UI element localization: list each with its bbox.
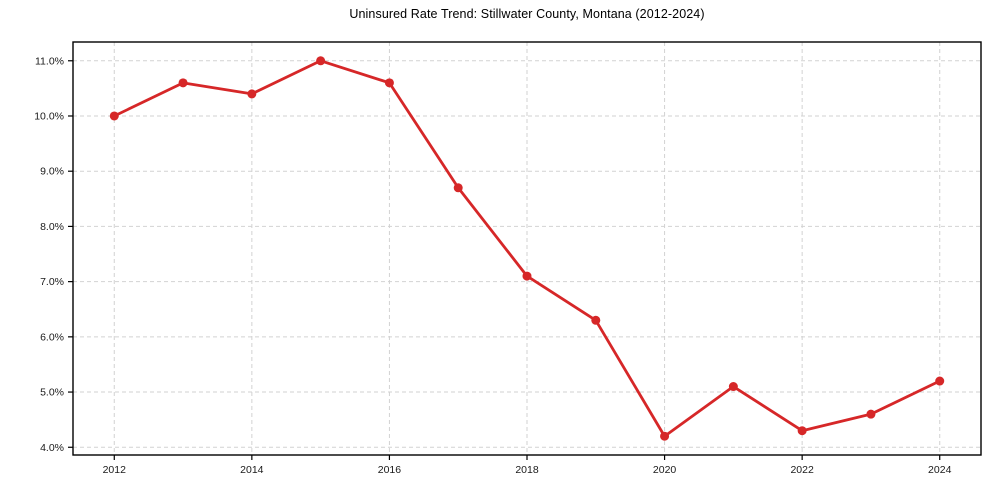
x-tick-label: 2020 (653, 464, 677, 476)
data-point-2016 (384, 78, 394, 88)
data-point-2022 (797, 426, 807, 436)
data-point-2019 (591, 315, 601, 325)
y-tick-label: 5.0% (40, 387, 64, 399)
y-tick-label: 4.0% (40, 442, 64, 454)
x-tick-label: 2018 (515, 464, 539, 476)
y-tick-label: 6.0% (40, 331, 64, 343)
x-tick-label: 2022 (790, 464, 814, 476)
x-tick-label: 2024 (928, 464, 952, 476)
y-tick-label: 9.0% (40, 166, 64, 178)
data-point-2018 (522, 271, 532, 281)
data-point-2013 (178, 78, 188, 88)
y-tick-label: 11.0% (35, 55, 64, 67)
data-point-2012 (109, 111, 119, 121)
x-tick-label: 2016 (378, 464, 402, 476)
chart-title: Uninsured Rate Trend: Stillwater County,… (349, 7, 705, 21)
y-tick-label: 7.0% (40, 276, 64, 288)
x-tick-label: 2012 (103, 464, 127, 476)
x-tick-label: 2014 (240, 464, 264, 476)
y-tick-label: 10.0% (34, 110, 64, 122)
data-point-2021 (728, 382, 738, 392)
data-point-2020 (660, 431, 670, 441)
data-point-2017 (453, 183, 463, 193)
data-point-2024 (935, 376, 945, 386)
data-point-2015 (316, 56, 326, 66)
data-point-2014 (247, 89, 257, 99)
y-tick-label: 8.0% (40, 221, 64, 233)
data-point-2023 (866, 409, 876, 419)
